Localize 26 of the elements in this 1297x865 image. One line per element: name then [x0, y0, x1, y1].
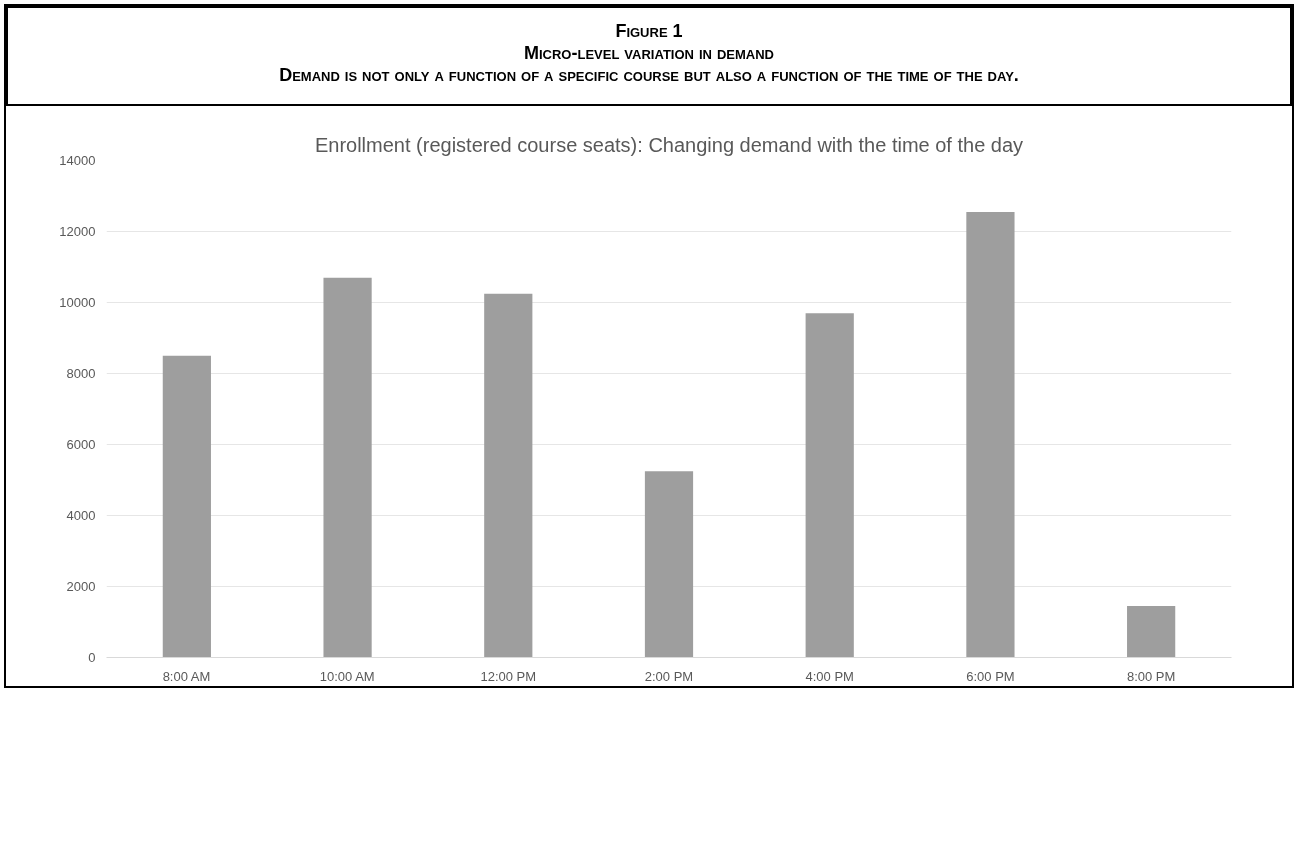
x-tick-label: 12:00 PM: [480, 668, 537, 684]
x-tick-label: 2:00 PM: [644, 668, 694, 684]
text: Demand is not only a function of a specific course but also a function of the time of the day.: [279, 64, 1019, 86]
y-tick-label: 2000: [66, 579, 96, 594]
bar: [323, 277, 372, 658]
text: Micro-level variation in demand: [523, 42, 775, 64]
x-tick-label: 8:00 AM: [162, 668, 211, 684]
y-tick-label: 14000: [59, 153, 96, 168]
caption: Figure 1: [614, 20, 684, 42]
y-tick-label: 6000: [66, 437, 96, 452]
x-tick-label: 10:00 AM: [319, 668, 375, 684]
x-tick-label: 6:00 PM: [966, 668, 1015, 684]
y-tick-label: 10000: [59, 295, 96, 310]
x-tick-label: 8:00 PM: [1126, 668, 1176, 684]
x-tick-label: 4:00 PM: [805, 668, 854, 684]
bar: [484, 293, 533, 658]
bar: [1127, 606, 1176, 658]
y-tick-label: 0: [88, 650, 96, 665]
bar: [805, 313, 854, 658]
bar: [966, 211, 1015, 658]
y-tick-label: 4000: [66, 508, 96, 523]
bar: [162, 355, 211, 658]
bar: [644, 471, 694, 658]
y-tick-label: 12000: [59, 224, 96, 239]
chart-title: Enrollment (registered course seats): Changing demand with the time of the day: [314, 133, 1024, 156]
y-tick-label: 8000: [66, 366, 96, 381]
